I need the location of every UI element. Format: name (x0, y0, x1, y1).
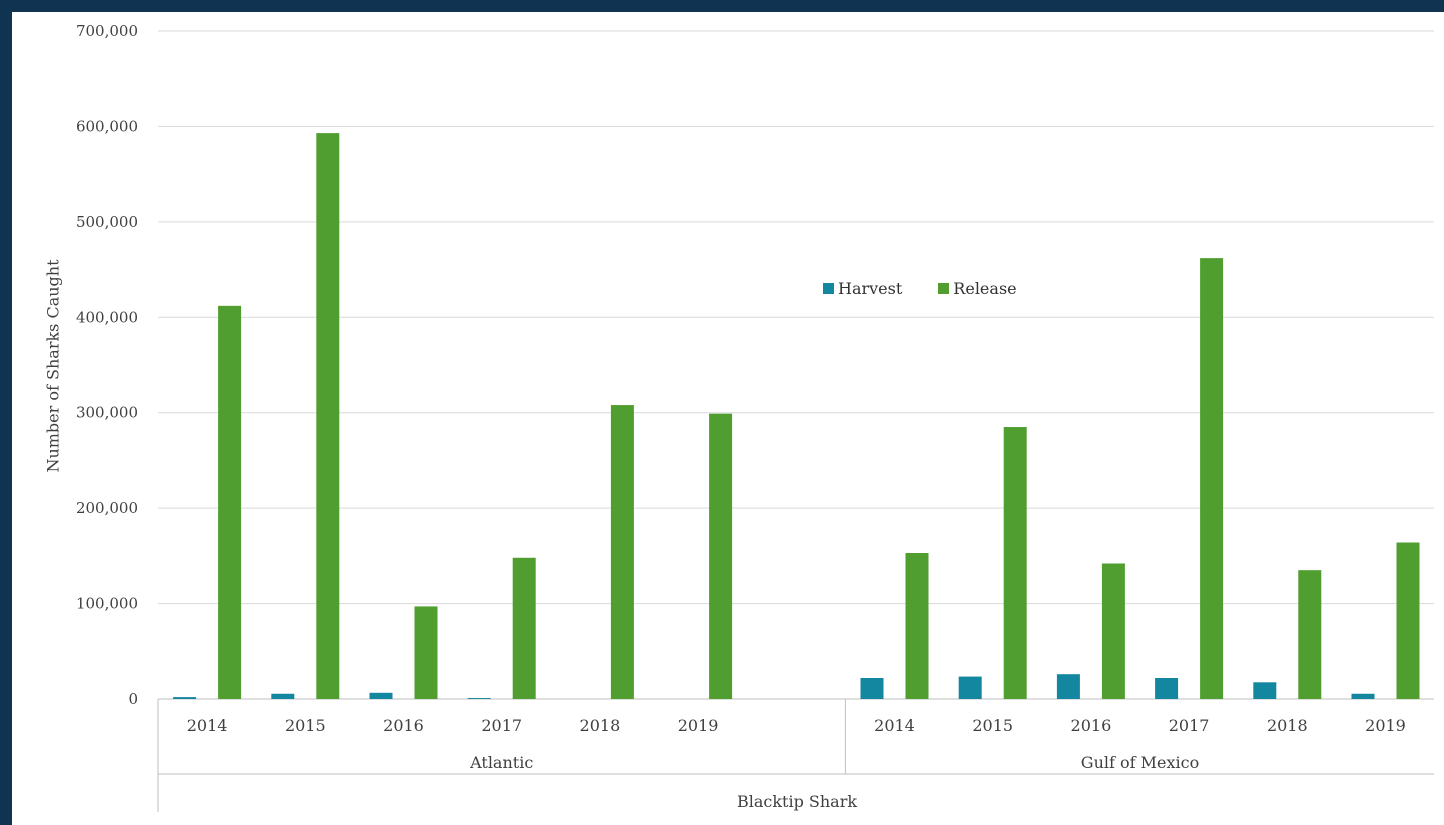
group-label: Blacktip Shark (737, 792, 857, 811)
bar-release (218, 305, 242, 699)
bar-release (1298, 570, 1322, 699)
region-label-atlantic: Atlantic (469, 753, 533, 772)
legend-swatch-release (938, 283, 950, 294)
y-tick-label: 500,000 (76, 213, 138, 231)
bar-harvest (1056, 674, 1080, 699)
bar-release (709, 413, 733, 699)
y-tick-label: 300,000 (76, 404, 138, 422)
y-tick-label: 600,000 (76, 117, 138, 135)
x-tick-label: 2019 (1365, 716, 1406, 735)
bar-harvest (271, 693, 295, 699)
bar-harvest (467, 698, 491, 699)
bar-release (1101, 563, 1125, 699)
x-tick-label: 2016 (1071, 716, 1112, 735)
x-tick-label: 2015 (285, 716, 326, 735)
frame-border-top (0, 0, 1444, 12)
x-tick-label: 2018 (1267, 716, 1308, 735)
x-tick-label: 2017 (481, 716, 522, 735)
y-tick-label: 200,000 (76, 499, 138, 517)
x-tick-label: 2017 (1169, 716, 1210, 735)
bar-harvest (1351, 693, 1375, 699)
x-tick-label: 2016 (383, 716, 424, 735)
y-tick-label: 700,000 (76, 22, 138, 40)
legend-label-release: Release (953, 279, 1017, 298)
bar-release (512, 557, 536, 699)
bar-release (1396, 542, 1420, 699)
bar-release (905, 552, 929, 699)
bar-harvest (1253, 682, 1277, 699)
legend-label-harvest: Harvest (838, 279, 903, 298)
bar-harvest (860, 678, 884, 699)
x-tick-label: 2014 (874, 716, 915, 735)
legend-swatch-harvest (823, 283, 834, 294)
region-label-gulf: Gulf of Mexico (1081, 753, 1199, 772)
bar-release (1003, 427, 1027, 699)
bar-release (316, 133, 340, 699)
bar-release (610, 405, 634, 699)
legend-item-harvest: Harvest (823, 279, 902, 298)
legend-item-release: Release (938, 279, 1017, 298)
y-axis-label: Number of Sharks Caught (43, 259, 63, 473)
frame-border-left (0, 0, 12, 825)
y-tick-label: 0 (128, 690, 138, 708)
bar-release (1200, 258, 1224, 699)
y-tick-label: 100,000 (76, 595, 138, 613)
legend: Harvest Release (823, 279, 1017, 298)
bar-release (414, 606, 438, 699)
x-tick-label: 2015 (972, 716, 1013, 735)
x-tick-label: 2014 (187, 716, 228, 735)
y-tick-label: 400,000 (76, 308, 138, 326)
bar-harvest (958, 676, 982, 699)
x-tick-label: 2019 (678, 716, 719, 735)
bar-harvest (369, 692, 393, 699)
bar-harvest (1155, 678, 1179, 699)
bar-harvest (173, 697, 197, 699)
x-tick-label: 2018 (580, 716, 621, 735)
